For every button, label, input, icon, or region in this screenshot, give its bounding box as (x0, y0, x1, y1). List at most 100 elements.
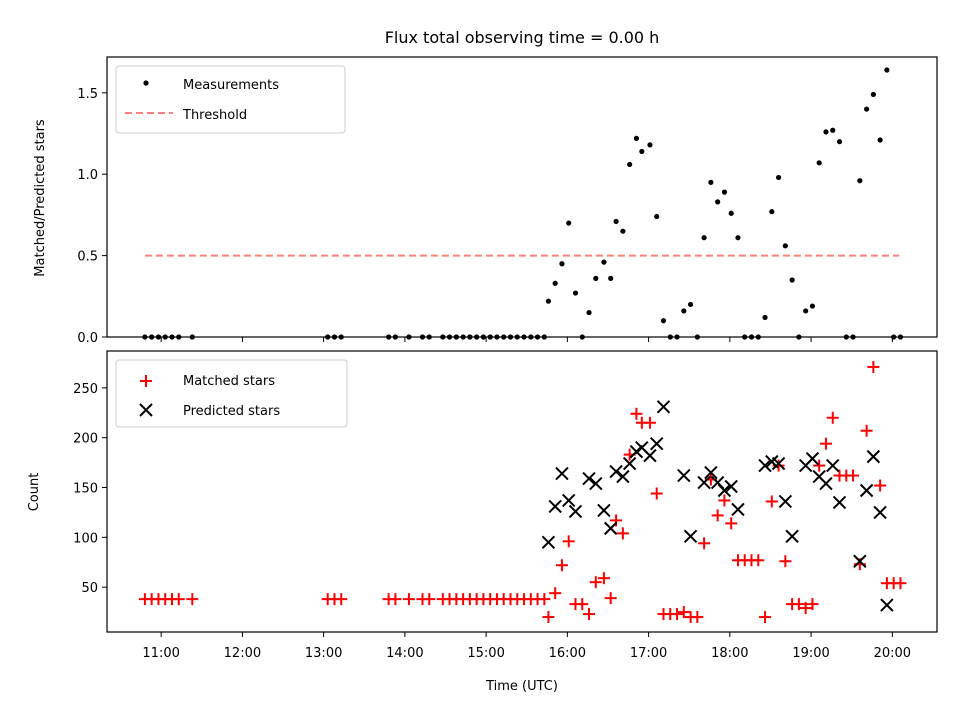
matched-star-point (874, 479, 887, 492)
measurement-point (545, 298, 552, 304)
top-plot-frame (106, 56, 938, 338)
matched-star-point (671, 608, 684, 621)
matched-star-point (643, 416, 656, 429)
matched-star-point (589, 576, 602, 589)
predicted-star-point (616, 469, 630, 484)
matched-star-point (576, 598, 589, 611)
matched-star-point (867, 360, 880, 373)
predicted-star-point (873, 505, 887, 520)
chart-title: Flux total observing time = 0.00 h (385, 28, 660, 47)
measurement-point (857, 178, 863, 184)
matched-star-point (389, 593, 402, 606)
bottom-legend: Matched stars Predicted stars (115, 359, 348, 428)
top-legend: Measurements Threshold (115, 65, 346, 134)
measurement-point (647, 142, 653, 148)
top-legend-box (115, 65, 346, 134)
predicted-star-point (704, 465, 718, 480)
matched-star-point (538, 593, 551, 606)
measurement-points (142, 67, 904, 340)
predicted-star-point (656, 400, 671, 414)
predicted-star-point (548, 499, 562, 514)
x-tick-label: 12:00 (224, 646, 261, 661)
x-tick-label: 17:00 (630, 646, 667, 661)
matched-star-point (172, 593, 185, 606)
x-tick-label: 14:00 (386, 646, 423, 661)
legend-measurements: Measurements (183, 78, 279, 93)
measurement-point (593, 275, 599, 281)
measurement-point (816, 160, 822, 166)
x-tick-label: 18:00 (711, 646, 748, 661)
matched-star-point (630, 407, 643, 420)
predicted-star-point (832, 495, 847, 510)
measurement-point (620, 228, 626, 234)
predicted-star-point (826, 458, 840, 473)
top-y-tick-label: 0.5 (77, 250, 98, 265)
measurement-point (633, 135, 640, 141)
measurement-point (809, 303, 816, 309)
measurement-point (775, 174, 782, 181)
matched-star-point (792, 598, 805, 611)
measurement-point (701, 235, 707, 241)
measurement-point (823, 129, 829, 135)
top-y-tick-label: 1.0 (77, 168, 98, 183)
bottom-y-tick-label: 50 (81, 581, 98, 596)
predicted-star-point (731, 502, 745, 517)
predicted-star-point (724, 479, 738, 494)
measurement-point (552, 280, 558, 286)
measurement-point (762, 314, 768, 321)
matched-star-point (725, 517, 738, 530)
measurement-point (884, 67, 890, 73)
x-tick-label: 20:00 (874, 646, 911, 661)
matched-star-point (597, 572, 610, 585)
top-y-tick-label: 1.5 (77, 87, 98, 102)
matched-star-point (860, 424, 873, 437)
matched-star-point (718, 494, 731, 507)
matched-star-point (779, 555, 792, 568)
predicted-star-point (785, 529, 799, 544)
predicted-star-point (853, 554, 867, 568)
measurement-point (608, 275, 614, 281)
predicted-star-point (778, 494, 793, 509)
predicted-star-point (650, 436, 664, 451)
matched-star-point (806, 598, 819, 611)
measurement-point (613, 218, 619, 225)
predicted-star-point (697, 475, 711, 490)
bottom-y-tick-label: 200 (73, 432, 98, 447)
matched-star-point (813, 459, 826, 472)
matched-star-point (650, 487, 663, 500)
measurement-point (830, 127, 836, 133)
predicted-star-point (589, 476, 603, 491)
top-y-ticks: 0.0 0.5 1.0 1.5 (77, 87, 107, 346)
top-y-axis-label: Matched/Predicted stars (33, 119, 48, 277)
matched-star-point (335, 593, 348, 606)
measurement-point (863, 106, 870, 112)
matched-star-point (711, 509, 724, 522)
predicted-star-point (603, 521, 618, 536)
measurement-point (572, 290, 579, 296)
legend-predicted-stars: Predicted stars (183, 404, 280, 419)
x-axis-label: Time (UTC) (485, 679, 558, 694)
measurements-legend-marker (143, 80, 149, 86)
measurement-point (559, 261, 565, 267)
matched-star-point (698, 537, 711, 550)
matched-star-point (799, 602, 812, 615)
predicted-star-point (555, 466, 569, 481)
measurement-point (627, 161, 633, 168)
top-panel: 0.0 0.5 1.0 1.5 Matched/Predicted stars Mea… (33, 56, 938, 346)
x-tick-label: 16:00 (549, 646, 586, 661)
bottom-panel: 50 100 150 200 250 11:00 12:00 13:00 14:00 15:00… (27, 350, 938, 694)
measurement-point (735, 235, 741, 241)
bottom-y-tick-label: 100 (73, 531, 98, 546)
matched-star-point (894, 577, 907, 590)
matched-star-point (542, 611, 555, 624)
matched-star-point (616, 527, 629, 540)
bottom-x-ticks: 11:00 12:00 13:00 14:00 15:00 16:00 17:00 18:00… (142, 632, 911, 661)
matched-star-point (826, 411, 839, 424)
predicted-star-point (859, 483, 874, 498)
legend-matched-stars: Matched stars (183, 374, 275, 389)
measurement-point (721, 189, 728, 195)
matched-star-point (549, 587, 562, 600)
predicted-star-point (819, 476, 833, 491)
matched-star-point (677, 606, 690, 619)
